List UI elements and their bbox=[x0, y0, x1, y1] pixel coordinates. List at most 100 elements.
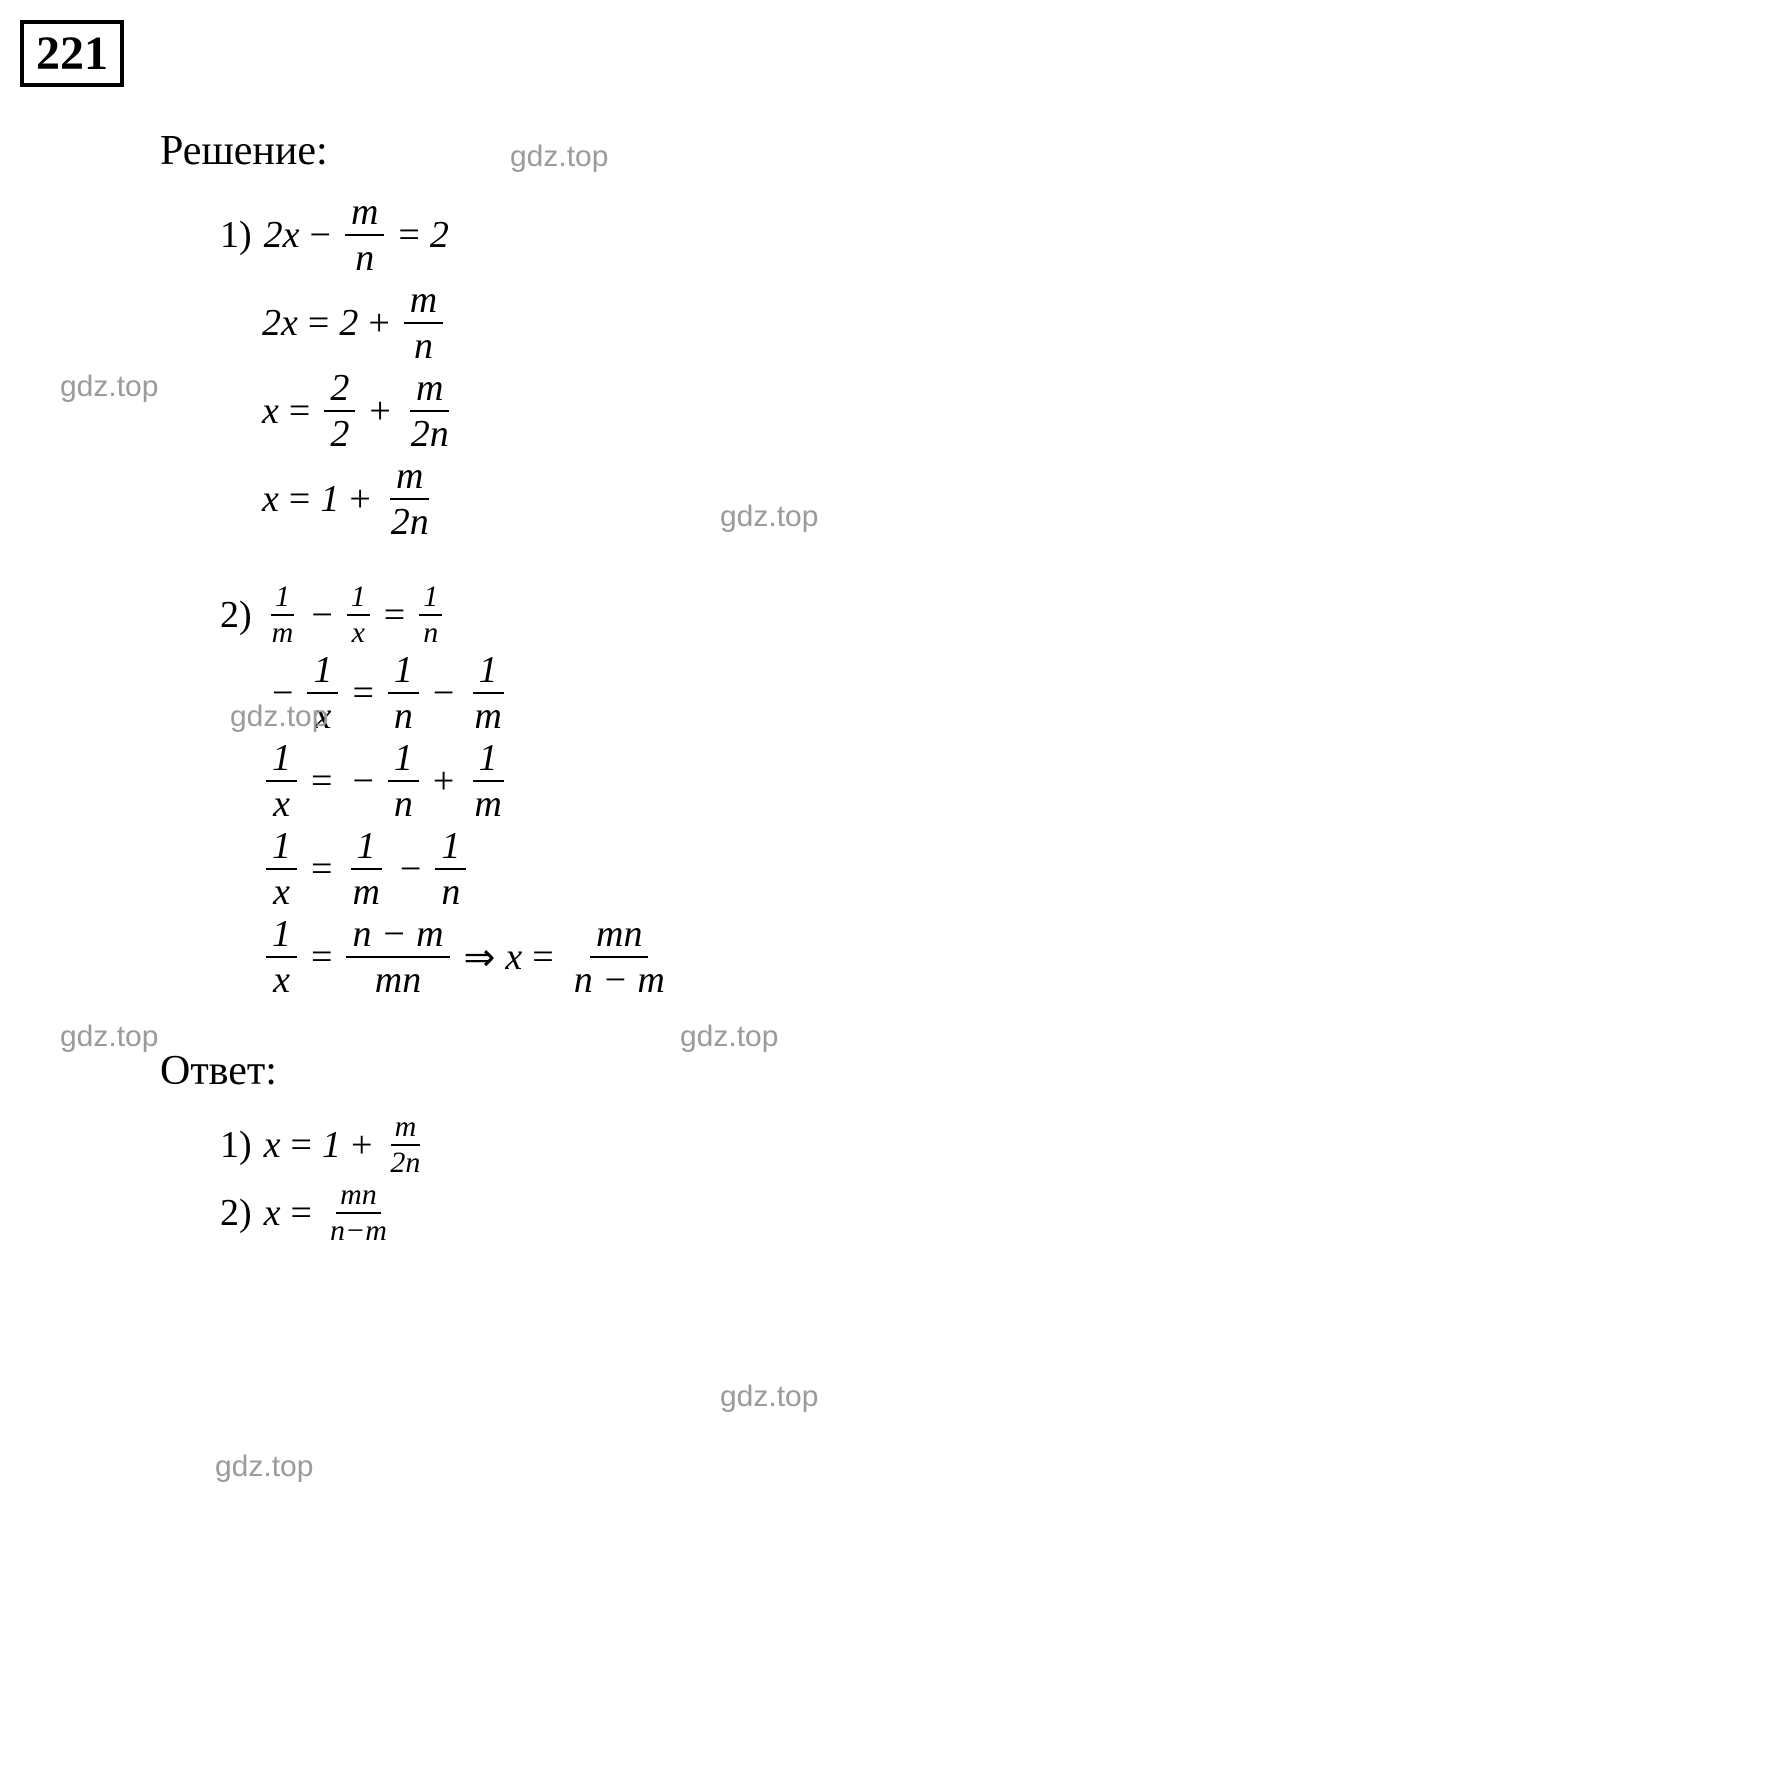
denominator: n − m bbox=[568, 958, 671, 1002]
fraction: m 2n bbox=[405, 366, 455, 456]
math-eq: = bbox=[291, 1191, 312, 1235]
denominator: 2 bbox=[324, 412, 355, 456]
eq-line: x = 2 2 + m 2n bbox=[262, 371, 1752, 451]
fraction: 1 x bbox=[266, 824, 297, 914]
denominator: x bbox=[267, 958, 296, 1002]
eq-line: 1) 2x − m n = 2 bbox=[220, 195, 1752, 275]
numerator: 1 bbox=[266, 824, 297, 870]
part-label: 1) bbox=[220, 213, 252, 257]
eq-line: 1 x = n − m mn ⇒ x = mn n − m bbox=[262, 917, 1752, 997]
fraction: 1 m bbox=[468, 648, 507, 738]
answer-part-1: 1) x = 1 + m 2n 2) x = mn n−m bbox=[220, 1115, 1752, 1243]
denominator: m bbox=[268, 616, 298, 650]
denominator: x bbox=[267, 870, 296, 914]
denominator: n bbox=[408, 324, 439, 368]
fraction: 1 n bbox=[435, 824, 466, 914]
fraction: 2 2 bbox=[324, 366, 355, 456]
denominator: m bbox=[346, 870, 385, 914]
fraction: mn n−m bbox=[326, 1178, 391, 1248]
fraction: m n bbox=[404, 278, 443, 368]
math-op: + bbox=[369, 389, 390, 433]
fraction: n − m mn bbox=[346, 912, 449, 1002]
numerator: 1 bbox=[351, 824, 382, 870]
math-term: 2x bbox=[262, 301, 298, 345]
numerator: m bbox=[410, 366, 449, 412]
denominator: 2n bbox=[386, 1146, 424, 1180]
math-term: 1 bbox=[322, 1123, 341, 1167]
watermark-text: gdz.top bbox=[510, 140, 608, 174]
numerator: mn bbox=[336, 1178, 381, 1214]
math-eq: = bbox=[311, 935, 332, 979]
numerator: 1 bbox=[271, 580, 294, 616]
eq-line: x = 1 + m 2n bbox=[262, 459, 1752, 539]
math-op: + bbox=[351, 1123, 372, 1167]
math-term: 2x bbox=[264, 213, 300, 257]
math-eq: = bbox=[311, 759, 332, 803]
fraction: m 2n bbox=[386, 1110, 424, 1180]
fraction: 1 n bbox=[419, 580, 442, 650]
math-op: − bbox=[433, 671, 454, 715]
part-label: 2) bbox=[220, 593, 252, 637]
eq-line: 2x = 2 + m n bbox=[262, 283, 1752, 363]
numerator: 1 bbox=[419, 580, 442, 616]
denominator: 2n bbox=[405, 412, 455, 456]
fraction: 1 n bbox=[388, 648, 419, 738]
denominator: n bbox=[388, 782, 419, 826]
denominator: 2n bbox=[385, 500, 435, 544]
solution-label: Решение: bbox=[160, 127, 1752, 175]
eq-line: 1 x = 1 m − 1 n bbox=[262, 829, 1752, 909]
problem-number: 221 bbox=[20, 20, 124, 87]
numerator: 1 bbox=[388, 736, 419, 782]
numerator: m bbox=[391, 1110, 421, 1146]
math-eq: = bbox=[289, 477, 310, 521]
math-op: − bbox=[311, 593, 332, 637]
answer-label: Ответ: bbox=[160, 1047, 1752, 1095]
denominator: n−m bbox=[326, 1214, 391, 1248]
math-op: − bbox=[352, 759, 373, 803]
math-eq: = bbox=[532, 935, 553, 979]
fraction: 1 x bbox=[347, 580, 370, 650]
eq-line: 2) 1 m − 1 x = 1 n bbox=[220, 585, 1752, 645]
math-eq: = bbox=[398, 213, 419, 257]
eq-line: 2) x = mn n−m bbox=[220, 1183, 1752, 1243]
fraction: 1 m bbox=[346, 824, 385, 914]
numerator: m bbox=[390, 454, 429, 500]
part-label: 1) bbox=[220, 1123, 252, 1167]
math-term: x bbox=[262, 389, 279, 433]
math-term: 2 bbox=[339, 301, 358, 345]
fraction: m 2n bbox=[385, 454, 435, 544]
denominator: n bbox=[435, 870, 466, 914]
watermark-text: gdz.top bbox=[720, 500, 818, 534]
denominator: n bbox=[349, 236, 380, 280]
numerator: 2 bbox=[324, 366, 355, 412]
math-eq: = bbox=[384, 593, 405, 637]
part-label: 2) bbox=[220, 1191, 252, 1235]
eq-line: 1 x = − 1 n + 1 m bbox=[262, 741, 1752, 821]
math-eq: = bbox=[311, 847, 332, 891]
math-op: + bbox=[368, 301, 389, 345]
fraction: mn n − m bbox=[568, 912, 671, 1002]
numerator: n − m bbox=[346, 912, 449, 958]
fraction: 1 x bbox=[266, 736, 297, 826]
denominator: m bbox=[468, 782, 507, 826]
eq-line: − 1 x = 1 n − 1 m bbox=[262, 653, 1752, 733]
answer-section: Ответ: 1) x = 1 + m 2n 2) x = mn n−m bbox=[20, 1047, 1752, 1243]
math-term: x bbox=[264, 1123, 281, 1167]
arrow-icon: ⇒ bbox=[464, 935, 496, 980]
fraction: 1 n bbox=[388, 736, 419, 826]
numerator: 1 bbox=[473, 736, 504, 782]
fraction: 1 x bbox=[266, 912, 297, 1002]
denominator: m bbox=[468, 694, 507, 738]
numerator: 1 bbox=[473, 648, 504, 694]
numerator: m bbox=[345, 190, 384, 236]
math-term: 2 bbox=[430, 213, 449, 257]
numerator: 1 bbox=[266, 736, 297, 782]
fraction: 1 m bbox=[268, 580, 298, 650]
numerator: 1 bbox=[347, 580, 370, 616]
math-op: + bbox=[349, 477, 370, 521]
eq-line: 1) x = 1 + m 2n bbox=[220, 1115, 1752, 1175]
watermark-text: gdz.top bbox=[230, 700, 328, 734]
solution-part-2: 2) 1 m − 1 x = 1 n − 1 x = 1 n − 1 m bbox=[220, 585, 1752, 997]
fraction: m n bbox=[345, 190, 384, 280]
math-op: − bbox=[310, 213, 331, 257]
